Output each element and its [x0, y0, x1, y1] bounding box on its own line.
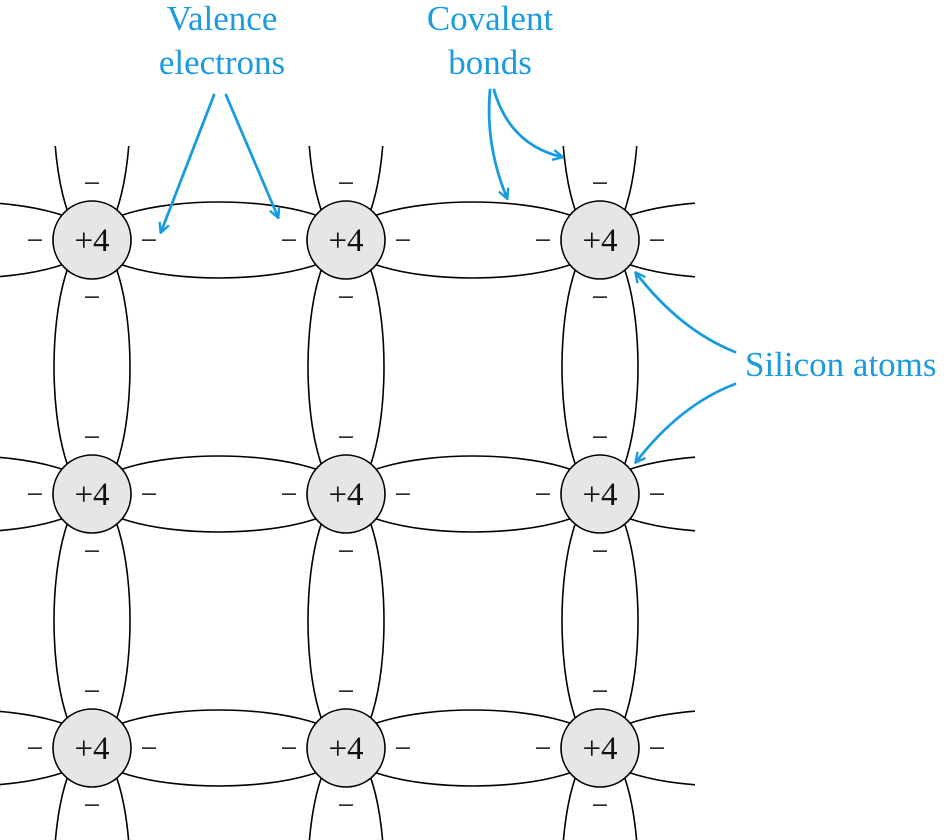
covalent-bonds-layer	[0, 146, 695, 840]
valence-electron: −	[338, 281, 355, 314]
valence-electron: −	[27, 732, 44, 765]
valence-electron: −	[281, 478, 298, 511]
atom-charge-label: +4	[582, 223, 617, 259]
valence-electron: −	[592, 675, 609, 708]
atom-nucleus	[52, 454, 132, 534]
valence-electron: −	[141, 732, 158, 765]
valence-electron: −	[281, 224, 298, 257]
atom-nucleus	[52, 708, 132, 788]
valence-electron: −	[535, 478, 552, 511]
valence-electron: −	[592, 535, 609, 568]
silicon-atom: +4	[560, 454, 640, 534]
covalent-label-line2: bonds	[448, 43, 532, 82]
atom-charge-label: +4	[74, 731, 109, 767]
valence-electrons-layer: − − − − − − − − − − − − − − − − − − − − − − − − − − − − − − − − − − − −	[27, 167, 666, 822]
valence-pointer-left	[161, 93, 216, 232]
atom-nucleus	[52, 200, 132, 280]
valence-electron: −	[338, 535, 355, 568]
silicon-atom: +4	[52, 454, 132, 534]
valence-electron: −	[141, 224, 158, 257]
atom-nucleus	[306, 708, 386, 788]
valence-electron: −	[141, 478, 158, 511]
atom-charge-label: +4	[328, 731, 363, 767]
valence-electron: −	[395, 224, 412, 257]
atom-nucleus	[306, 200, 386, 280]
silicon-atom: +4	[306, 708, 386, 788]
valence-electron: −	[338, 167, 355, 200]
silicon-pointer-lower	[636, 382, 737, 462]
valence-electron: −	[649, 224, 666, 257]
valence-electron: −	[535, 224, 552, 257]
valence-electron: −	[592, 421, 609, 454]
silicon-atom: +4	[306, 454, 386, 534]
valence-electron: −	[84, 167, 101, 200]
covalent-pointer-upper	[492, 88, 562, 157]
atom-nucleus	[560, 708, 640, 788]
valence-electron: −	[649, 478, 666, 511]
valence-electron: −	[592, 789, 609, 822]
valence-electron: −	[84, 675, 101, 708]
atom-charge-label: +4	[74, 477, 109, 513]
silicon-atom: +4	[560, 200, 640, 280]
atom-nucleus	[306, 454, 386, 534]
valence-pointer-right	[224, 93, 278, 217]
valence-electron: −	[592, 167, 609, 200]
atom-charge-label: +4	[328, 223, 363, 259]
atom-charge-label: +4	[582, 731, 617, 767]
silicon-atom: +4	[306, 200, 386, 280]
valence-electron: −	[84, 281, 101, 314]
atom-charge-label: +4	[328, 477, 363, 513]
valence-electron: −	[592, 281, 609, 314]
valence-electron: −	[84, 421, 101, 454]
valence-electron: −	[649, 732, 666, 765]
atom-charge-label: +4	[74, 223, 109, 259]
valence-electron: −	[395, 478, 412, 511]
atom-nucleus	[560, 200, 640, 280]
valence-electron: −	[338, 675, 355, 708]
valence-label-line1: Valence	[167, 0, 278, 38]
covalent-label-line1: Covalent	[427, 0, 554, 38]
valence-label-line2: electrons	[159, 43, 285, 82]
valence-electron: −	[281, 732, 298, 765]
valence-electron: −	[84, 789, 101, 822]
annotations: Valence electrons Covalent bonds Silicon…	[159, 0, 937, 462]
valence-electron: −	[338, 421, 355, 454]
silicon-atom: +4	[52, 200, 132, 280]
silicon-atom: +4	[560, 708, 640, 788]
silicon-atoms-layer: +4 +4 +4 +4 +4 +4 +4 +4 +4	[52, 200, 640, 788]
valence-electron: −	[338, 789, 355, 822]
silicon-atoms-label: Silicon atoms	[745, 345, 937, 384]
silicon-atom: +4	[52, 708, 132, 788]
valence-electron: −	[84, 535, 101, 568]
silicon-pointer-upper	[636, 273, 737, 354]
covalent-pointer-lower	[487, 88, 507, 198]
valence-electron: −	[27, 224, 44, 257]
valence-electron: −	[395, 732, 412, 765]
valence-electron: −	[535, 732, 552, 765]
atom-nucleus	[560, 454, 640, 534]
atom-charge-label: +4	[582, 477, 617, 513]
valence-electron: −	[27, 478, 44, 511]
